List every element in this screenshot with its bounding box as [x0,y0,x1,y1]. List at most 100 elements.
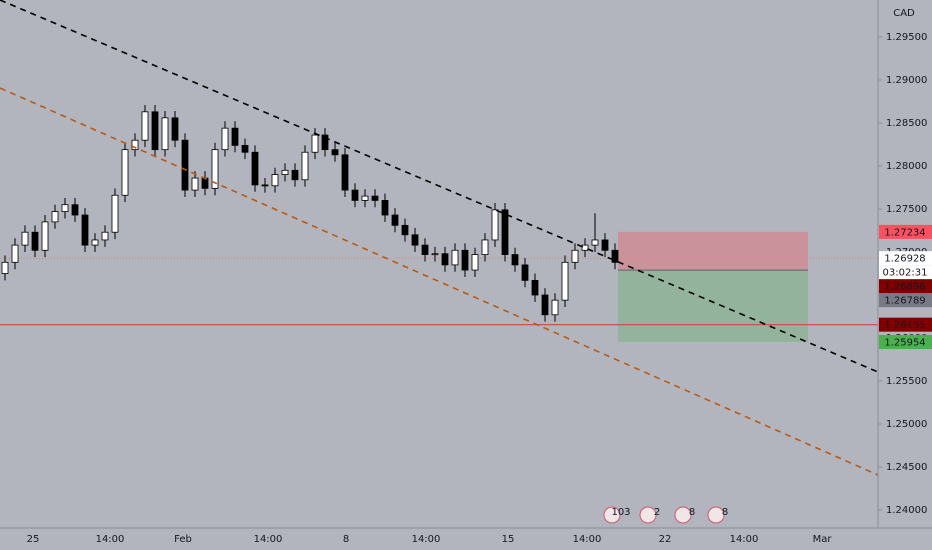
event-label: 2 [654,507,660,518]
y-tick-label: 1.29000 [886,75,927,86]
candle-body [161,117,169,151]
candle-body [581,244,589,251]
candle-body [461,249,469,271]
y-tick-label: 1.24000 [886,505,927,516]
candle-body [411,234,419,246]
candle-body [561,261,569,301]
candle-body [291,169,299,181]
x-tick-label: 14:00 [730,534,759,545]
candle-body [151,111,159,151]
price-badge-label: 1.26896 [884,282,925,293]
candle-body [191,177,199,191]
candle-body [311,134,319,153]
candle-body [511,254,519,266]
price-badge [879,334,932,349]
candle-body [91,239,99,246]
candle-body [351,189,359,201]
candle-body [101,231,109,241]
price-badge-label: 1.26155 [884,320,925,331]
candle-body [611,249,619,263]
event-label: 8 [689,507,695,518]
x-tick-label: 15 [502,534,515,545]
candle-body [221,127,229,151]
candle-body [301,151,309,181]
x-tick-label: 14:00 [412,534,441,545]
candle-body [121,149,129,196]
candle-body [381,199,389,216]
candle-body [231,127,239,146]
price-badge [879,293,932,308]
candle-body [431,253,439,256]
candle-body [391,214,399,226]
candle-body [31,231,39,251]
x-tick-label: 14:00 [254,534,283,545]
candle-body [241,144,249,153]
event-label: 8 [722,507,728,518]
event-icon [603,506,621,524]
candle-body [341,154,349,191]
x-tick-label: 14:00 [573,534,602,545]
candle-body [261,184,269,187]
price-badge [879,317,932,332]
candle-body [541,294,549,316]
y-tick-label: 1.29500 [886,32,927,43]
candle-body [71,204,79,216]
candle-body [601,239,609,251]
price-badge-label: 1.27234 [884,227,925,238]
currency-label: CAD [893,8,915,19]
y-tick-label: 1.28500 [886,118,927,129]
candle-body [61,204,69,212]
candle-body [331,149,339,156]
candle-body [591,239,599,246]
trend-line-lower [0,87,879,476]
candle-body [471,254,479,271]
target-zone [618,270,808,342]
price-badge-label: 1.26789 [884,296,925,307]
event-label: 103 [611,507,630,518]
candle-body [111,194,119,233]
candle-body [271,174,279,187]
candle-body [571,249,579,263]
candle-body [491,209,499,241]
stop-zone [618,231,808,271]
candle-body [41,221,49,251]
trend-line-upper [0,0,879,373]
event-icon [707,506,725,524]
candle-body [251,151,259,186]
countdown-badge [879,265,932,280]
plot-area [0,104,878,342]
candle-body [481,239,489,255]
x-tick-label: 14:00 [96,534,125,545]
candle-body [21,231,29,246]
candle-body [441,253,449,266]
x-tick-label: 25 [27,534,40,545]
candle-body [521,264,529,281]
candle-body [501,209,509,255]
candle-body [141,111,149,141]
candle-body [171,117,179,141]
y-tick-label: 1.25500 [886,376,927,387]
candle-body [131,139,139,151]
candle-body [281,169,289,176]
price-badge-label: 1.25954 [884,337,925,348]
event-icon [639,506,657,524]
price-badge [879,279,932,294]
candle-body [551,299,559,316]
candle-body [321,134,329,151]
candle-body [361,195,369,201]
candle-body [81,214,89,246]
x-tick-label: Mar [813,534,833,545]
y-tick-label: 1.24500 [886,462,927,473]
candle-body [11,244,19,263]
countdown-label: 03:02:31 [883,268,928,279]
candle-body [451,249,459,266]
candle-body [421,244,429,255]
candle-body [181,139,189,191]
x-tick-label: Feb [174,534,192,545]
candle-body [201,177,209,189]
price-badge-label: 1.26928 [884,254,925,265]
price-badge [879,251,932,266]
event-icon [674,506,692,524]
